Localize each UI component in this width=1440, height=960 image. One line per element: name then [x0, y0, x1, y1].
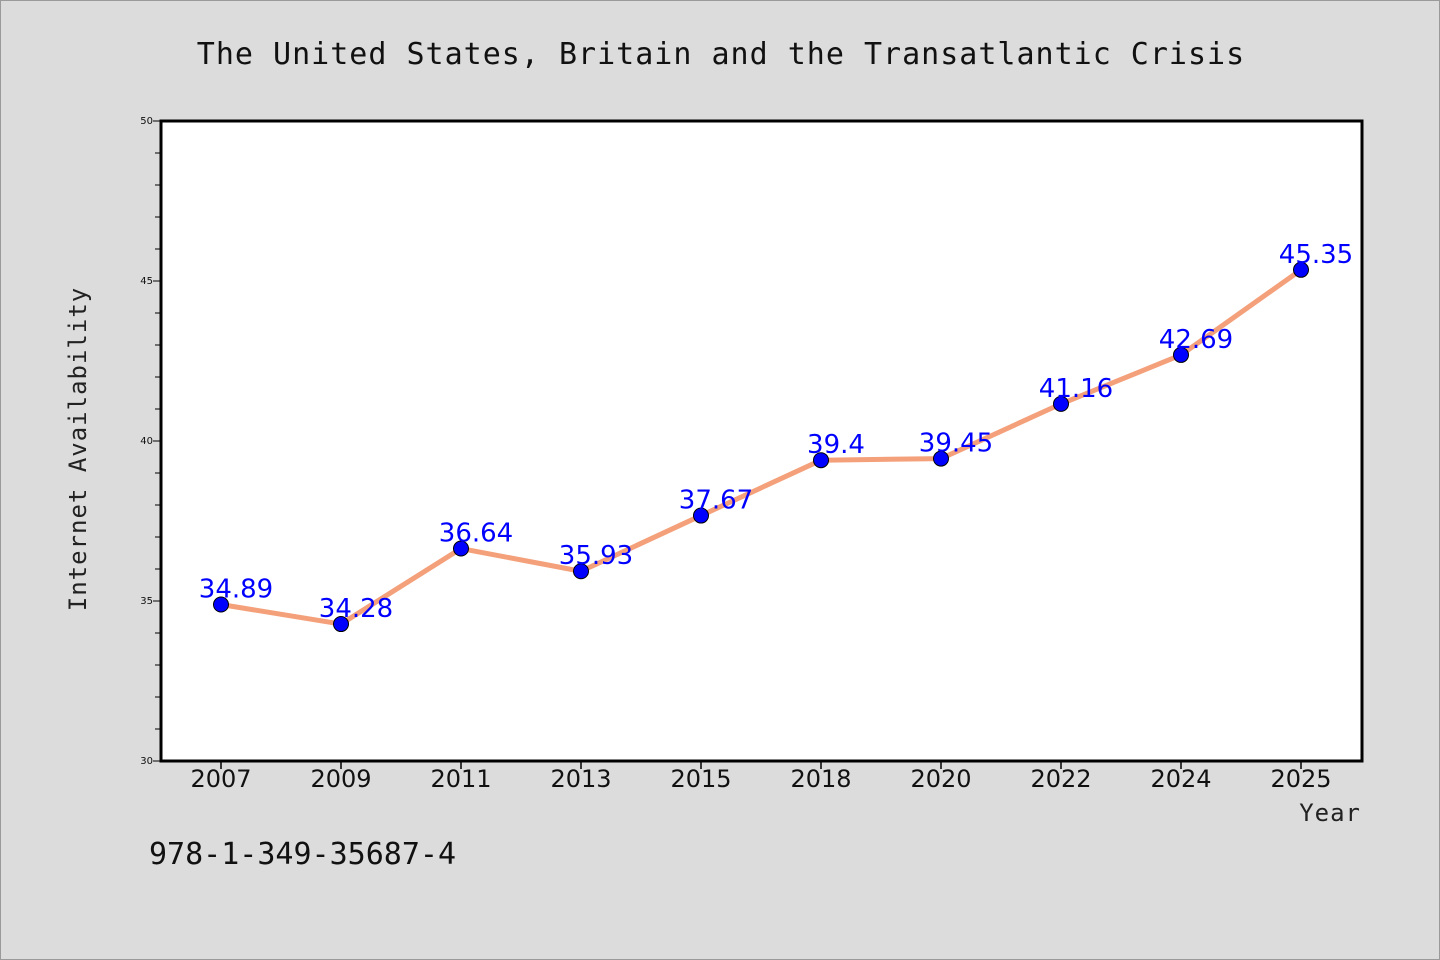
x-tick-label: 2009 [310, 765, 371, 793]
data-point [213, 596, 229, 613]
data-label: 34.89 [199, 575, 273, 605]
data-label: 39.4 [807, 430, 865, 460]
x-tick-label: 2020 [910, 765, 971, 793]
data-point [1053, 395, 1069, 412]
y-tick-label: 35 [140, 596, 153, 607]
data-label: 35.93 [559, 541, 633, 571]
data-label: 37.67 [679, 486, 753, 516]
data-point [453, 540, 469, 557]
data-point [933, 450, 949, 467]
data-label: 45.35 [1279, 240, 1353, 270]
x-tick-label: 2024 [1150, 765, 1211, 793]
y-tick-label: 50 [140, 116, 153, 127]
data-point [1293, 261, 1309, 278]
data-point [813, 452, 829, 469]
y-axis: 30 35 40 45 50 [140, 116, 161, 767]
x-tick-label: 2025 [1270, 765, 1331, 793]
x-tick-label: 2022 [1030, 765, 1091, 793]
series-layer [218, 267, 1304, 627]
data-label: 42.69 [1159, 325, 1233, 355]
y-axis-title: Internet Availability [64, 287, 92, 611]
data-point [693, 507, 709, 524]
x-tick-label: 2018 [790, 765, 851, 793]
data-label: 34.28 [319, 594, 393, 624]
isbn-footnote: 978-1-349-35687-4 [149, 837, 456, 872]
data-label: 39.45 [919, 429, 993, 459]
chart-title: The United States, Britain and the Trans… [197, 37, 1245, 72]
plot-area [159, 119, 1364, 763]
markers-layer [213, 261, 1309, 633]
data-labels-layer: 34.89 34.28 36.64 35.93 37.67 39.4 39.45 41.16 4… [199, 240, 1353, 624]
x-tick-label: 2007 [190, 765, 251, 793]
data-label: 41.16 [1039, 374, 1113, 404]
y-tick-label: 45 [140, 276, 153, 287]
y-tick-label: 30 [140, 756, 153, 767]
data-point [1173, 346, 1189, 363]
y-tick-label: 40 [140, 436, 153, 447]
x-axis: 2007 2009 2011 2013 2015 2018 2020 2022 2024 2025 [190, 761, 1332, 793]
x-tick-label: 2013 [550, 765, 611, 793]
data-point [333, 616, 349, 633]
x-tick-label: 2011 [430, 765, 491, 793]
data-point [573, 563, 589, 580]
x-axis-title: Year [1299, 799, 1361, 827]
x-tick-label: 2015 [670, 765, 731, 793]
series-line [218, 267, 1304, 627]
data-label: 36.64 [439, 519, 513, 549]
